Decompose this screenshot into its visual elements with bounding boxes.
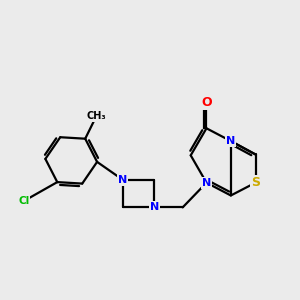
Text: CH₃: CH₃ [87,111,106,121]
Text: S: S [251,176,260,189]
Text: N: N [226,136,236,146]
Text: O: O [201,96,212,109]
Text: N: N [150,202,159,212]
Text: Cl: Cl [18,196,29,206]
Text: N: N [202,178,211,188]
Text: N: N [118,175,127,185]
